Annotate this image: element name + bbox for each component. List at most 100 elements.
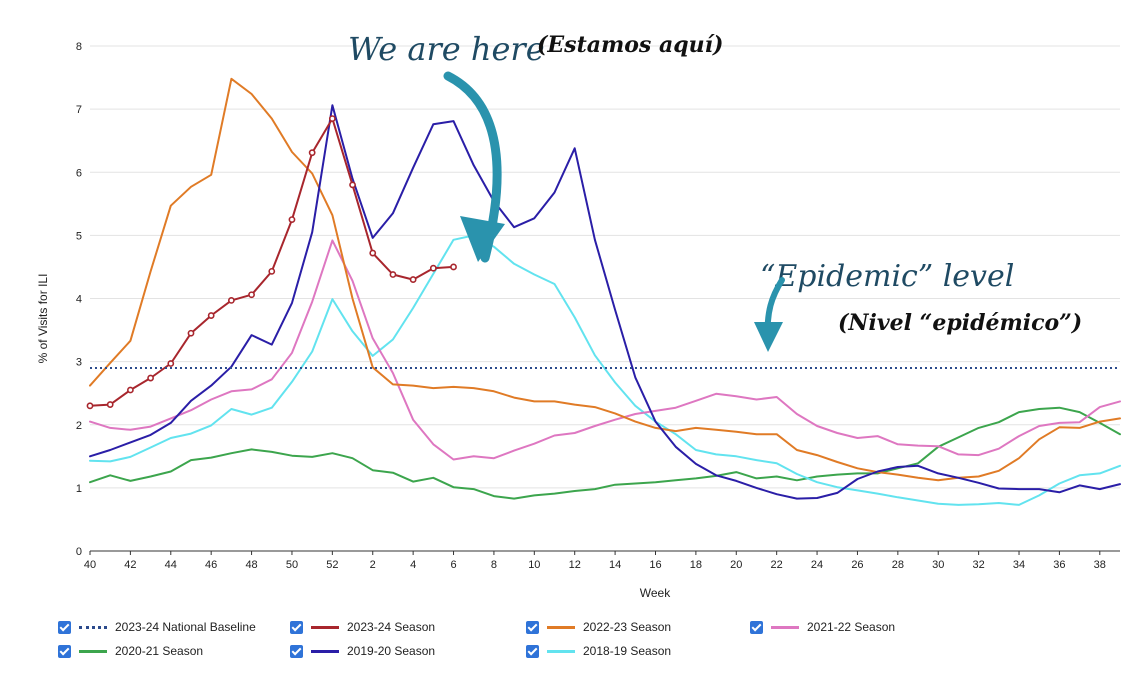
epidemic-level-annotation: “Epidemic” level: [760, 259, 1014, 294]
legend-swatch: [547, 649, 575, 653]
data-point-marker: [126, 386, 134, 394]
data-point-marker: [207, 312, 215, 319]
y-tick-label: 7: [76, 104, 82, 116]
annotations: We are here (Estamos aquí) “Epidemic” le…: [348, 30, 1082, 352]
series-line-2019-20-season: [89, 104, 1121, 500]
x-axis-title: Week: [640, 586, 671, 600]
chart-legend: 2023-24 National Baseline 2023-24 Season 2…: [58, 618, 1058, 664]
data-point-marker: [167, 360, 175, 367]
data-point-marker: [268, 267, 276, 275]
x-tick-label: 18: [690, 559, 702, 571]
legend-label: 2019-20 Season: [347, 644, 436, 658]
data-point-marker: [409, 276, 417, 283]
x-tick-label: 2: [370, 559, 376, 571]
data-point-marker: [429, 264, 437, 272]
x-tick-label: 16: [649, 559, 661, 571]
legend-item[interactable]: 2022-23 Season: [526, 618, 671, 636]
x-tick-label: 38: [1094, 559, 1106, 571]
x-tick-label: 20: [730, 559, 742, 571]
legend-checkbox[interactable]: [290, 620, 303, 634]
legend-checkbox[interactable]: [526, 644, 539, 658]
x-tick-label: 14: [609, 559, 621, 571]
legend-label: 2020-21 Season: [115, 644, 204, 658]
x-tick-label: 30: [932, 559, 944, 571]
series-lines: [86, 77, 1121, 506]
legend-swatch: [547, 625, 575, 629]
x-tick-label: 52: [326, 559, 338, 571]
x-tick-label: 10: [528, 559, 540, 571]
epidemic-level-arrowhead: [754, 322, 783, 352]
legend-swatch: [311, 625, 339, 629]
data-point-marker: [328, 115, 336, 122]
x-tick-label: 4: [410, 559, 416, 571]
y-tick-label: 5: [76, 230, 82, 242]
we-are-here-arrowhead: [460, 216, 505, 262]
x-tick-label: 6: [450, 559, 456, 571]
y-tick-label: 0: [76, 546, 82, 558]
y-tick-label: 8: [76, 41, 82, 53]
legend-item[interactable]: 2020-21 Season: [58, 642, 203, 660]
epidemic-level-es-annotation: (Nivel “epidémico”): [838, 310, 1082, 336]
x-tick-label: 42: [124, 559, 136, 571]
legend-checkbox[interactable]: [58, 644, 71, 658]
legend-swatch: [79, 649, 107, 653]
x-tick-label: 22: [771, 559, 783, 571]
legend-item[interactable]: 2023-24 Season: [290, 618, 435, 636]
legend-label: 2023-24 Season: [347, 620, 436, 634]
y-tick-label: 1: [76, 483, 82, 495]
legend-label: 2018-19 Season: [583, 644, 672, 658]
legend-swatch: [311, 649, 339, 653]
x-tick-label: 50: [286, 559, 298, 571]
data-point-marker: [450, 263, 457, 271]
x-tick-label: 26: [851, 559, 863, 571]
legend-swatch: [771, 625, 799, 629]
legend-label: 2022-23 Season: [583, 620, 672, 634]
x-tick-label: 40: [84, 559, 96, 571]
series-line-2020-21-season: [89, 406, 1121, 500]
data-point-marker: [349, 181, 356, 189]
legend-item[interactable]: 2023-24 National Baseline: [58, 618, 256, 636]
data-point-marker: [227, 296, 235, 304]
legend-label: 2021-22 Season: [807, 620, 896, 634]
data-point-marker: [308, 149, 316, 157]
data-point-marker: [147, 374, 154, 382]
x-tick-label: 8: [491, 559, 497, 571]
data-point-marker: [369, 249, 377, 257]
y-tick-label: 6: [76, 167, 82, 179]
data-point-marker: [86, 402, 94, 410]
gridlines: [90, 45, 1120, 489]
legend-item[interactable]: 2021-22 Season: [750, 618, 895, 636]
y-tick-label: 2: [76, 420, 82, 432]
legend-swatch: [79, 625, 107, 629]
x-tick-label: 46: [205, 559, 217, 571]
legend-item[interactable]: 2018-19 Season: [526, 642, 671, 660]
legend-checkbox[interactable]: [58, 620, 71, 634]
x-tick-label: 48: [245, 559, 257, 571]
x-tick-label: 32: [973, 559, 985, 571]
legend-checkbox[interactable]: [750, 620, 763, 634]
x-tick-label: 24: [811, 559, 823, 571]
series-line-2022-23-season: [89, 77, 1121, 482]
y-axis-title: % of Visits for ILI: [36, 274, 50, 364]
y-tick-label: 3: [76, 357, 82, 369]
legend-label: 2023-24 National Baseline: [115, 620, 256, 634]
y-tick-label: 4: [76, 294, 82, 306]
we-are-here-annotation: We are here: [348, 30, 545, 68]
series-line-2023-24-season: [89, 117, 455, 407]
series-line-2021-22-season: [89, 239, 1121, 461]
data-point-marker: [288, 216, 296, 223]
legend-checkbox[interactable]: [290, 644, 303, 658]
data-point-marker: [248, 291, 255, 299]
x-tick-label: 34: [1013, 559, 1025, 571]
x-tick-label: 44: [165, 559, 177, 571]
data-point-marker: [106, 401, 114, 408]
legend-checkbox[interactable]: [526, 620, 539, 634]
data-point-marker: [187, 329, 195, 337]
legend-item[interactable]: 2019-20 Season: [290, 642, 435, 660]
x-tick-label: 28: [892, 559, 904, 571]
data-point-marker: [389, 271, 397, 278]
we-are-here-es-annotation: (Estamos aquí): [537, 32, 723, 58]
x-tick-label: 36: [1053, 559, 1065, 571]
